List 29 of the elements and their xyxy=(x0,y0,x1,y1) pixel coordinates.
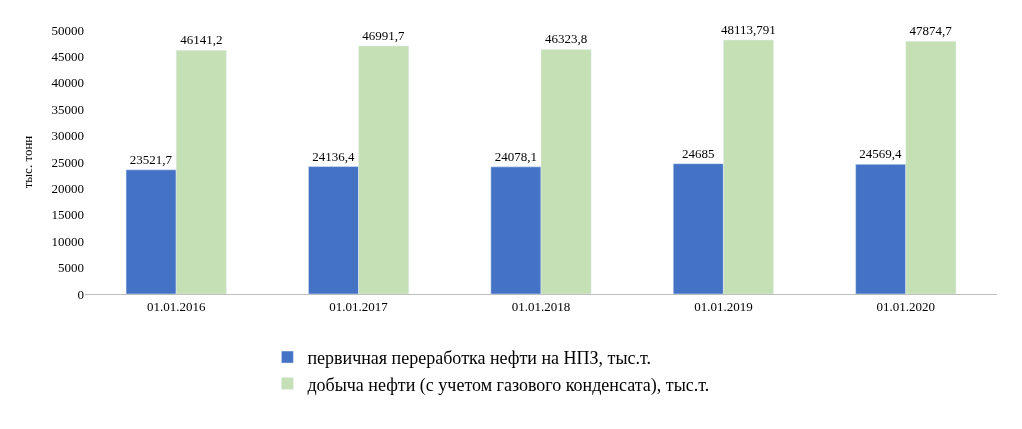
x-tick-label: 01.01.2018 xyxy=(511,298,571,314)
data-label: 48113,791 xyxy=(721,21,776,37)
y-tick-label: 20000 xyxy=(51,180,84,196)
data-label: 46141,2 xyxy=(180,32,223,48)
x-tick-label: 01.01.2019 xyxy=(694,298,753,314)
x-tick-label: 01.01.2016 xyxy=(146,298,206,314)
data-label: 24136,4 xyxy=(312,148,355,164)
y-axis-title: тыс. тонн xyxy=(20,135,36,189)
y-tick-label: 10000 xyxy=(51,233,84,249)
y-tick-label: 0 xyxy=(77,286,84,302)
legend-label: добыча нефти (с учетом газового конденсата), тыс.т. xyxy=(307,374,710,396)
data-label: 46991,7 xyxy=(362,27,406,43)
y-tick-label: 30000 xyxy=(51,128,84,144)
data-label: 23521,7 xyxy=(129,151,173,167)
data-label: 24569,4 xyxy=(859,146,903,162)
y-tick-label: 45000 xyxy=(51,48,84,64)
y-tick-label: 35000 xyxy=(51,101,84,117)
y-tick-label: 25000 xyxy=(51,154,84,170)
data-label: 46323,8 xyxy=(544,31,588,47)
data-label: 24078,1 xyxy=(494,148,538,164)
legend-label: первичная переработка нефти на НПЗ, тыс.т. xyxy=(307,348,652,369)
y-tick-label: 40000 xyxy=(51,75,84,91)
data-label: 24685 xyxy=(682,145,715,161)
y-tick-label: 15000 xyxy=(51,207,84,223)
x-tick-label: 01.01.2020 xyxy=(876,298,936,314)
x-tick-label: 01.01.2017 xyxy=(329,298,389,314)
y-tick-label: 50000 xyxy=(51,22,84,38)
y-tick-label: 5000 xyxy=(58,260,84,276)
data-label: 47874,7 xyxy=(909,23,953,39)
